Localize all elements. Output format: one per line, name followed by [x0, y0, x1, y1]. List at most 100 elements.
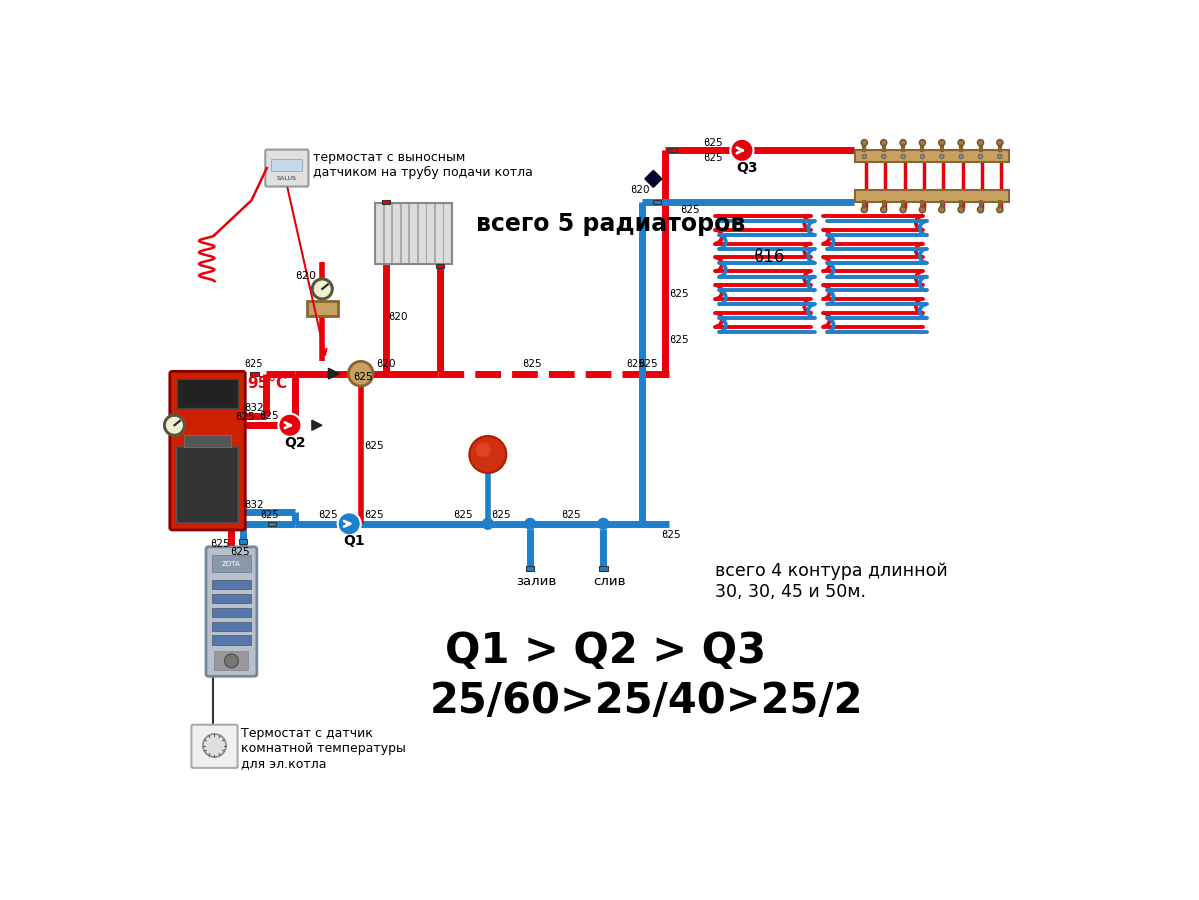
Text: ϐ32: ϐ32	[245, 500, 264, 509]
Text: ZOTA: ZOTA	[222, 561, 241, 567]
Circle shape	[312, 279, 332, 299]
Text: ϐ25: ϐ25	[353, 372, 373, 382]
Circle shape	[880, 207, 887, 212]
Circle shape	[278, 414, 301, 436]
Circle shape	[996, 140, 1002, 146]
Bar	[239, 539, 247, 544]
Text: термостат с выносным
датчиком на трубу подачи котла: термостат с выносным датчиком на трубу п…	[313, 151, 532, 179]
Bar	[215, 651, 248, 670]
Circle shape	[476, 443, 490, 457]
Text: ϐ25: ϐ25	[626, 359, 645, 370]
Text: SALUS: SALUS	[277, 176, 297, 181]
Circle shape	[977, 207, 983, 212]
Circle shape	[900, 207, 906, 212]
Circle shape	[881, 154, 886, 158]
Circle shape	[862, 154, 867, 158]
Text: залив: залив	[517, 575, 556, 589]
Bar	[855, 150, 1010, 162]
Bar	[392, 203, 400, 264]
Text: ϐ20: ϐ20	[631, 184, 650, 194]
Circle shape	[920, 154, 924, 158]
Text: ϐ25: ϐ25	[523, 359, 542, 370]
Text: ϐ25: ϐ25	[669, 289, 688, 299]
Text: ϐ20: ϐ20	[295, 271, 317, 281]
FancyBboxPatch shape	[176, 446, 239, 523]
Bar	[409, 203, 417, 264]
Circle shape	[469, 436, 506, 473]
Text: Q1 > Q2 > Q3: Q1 > Q2 > Q3	[446, 630, 766, 671]
Text: ϐ20: ϐ20	[376, 359, 396, 370]
Circle shape	[996, 207, 1002, 212]
Bar	[212, 594, 251, 603]
Text: ϐ25: ϐ25	[704, 153, 723, 163]
Text: ϐ25: ϐ25	[363, 441, 384, 451]
Circle shape	[349, 361, 373, 386]
Bar	[444, 203, 451, 264]
Circle shape	[959, 154, 964, 158]
Text: ϐ25: ϐ25	[704, 138, 723, 148]
Text: ϐ25: ϐ25	[235, 412, 255, 422]
Bar	[251, 372, 259, 376]
Bar	[400, 203, 409, 264]
FancyBboxPatch shape	[265, 149, 308, 186]
FancyBboxPatch shape	[170, 372, 246, 530]
Bar	[382, 200, 391, 204]
Text: ϐ25: ϐ25	[210, 539, 229, 549]
Bar	[668, 148, 677, 152]
Text: Q1: Q1	[343, 535, 364, 548]
Bar	[176, 379, 239, 409]
Bar	[212, 622, 251, 631]
Circle shape	[958, 140, 964, 146]
Polygon shape	[312, 420, 321, 430]
Text: всего 4 контура длинной
30, 30, 45 и 50м.: всего 4 контура длинной 30, 30, 45 и 50м…	[715, 562, 947, 601]
Bar	[269, 522, 277, 526]
Text: всего 5 радиаторов: всего 5 радиаторов	[476, 212, 746, 236]
Text: ϐ25: ϐ25	[669, 335, 688, 345]
Circle shape	[900, 140, 906, 146]
Text: Термостат с датчик
комнатной температуры
для эл.котла: Термостат с датчик комнатной температуры…	[241, 727, 406, 770]
Bar	[653, 200, 662, 204]
Polygon shape	[329, 368, 339, 379]
Bar	[435, 203, 442, 264]
Circle shape	[900, 154, 905, 158]
Text: ϐ25: ϐ25	[638, 359, 657, 370]
Text: 25/60>25/40>25/2: 25/60>25/40>25/2	[430, 680, 863, 722]
Circle shape	[977, 140, 983, 146]
Bar	[271, 158, 302, 171]
Polygon shape	[645, 170, 662, 187]
Text: Q2: Q2	[284, 436, 306, 450]
Text: ϐ25: ϐ25	[259, 411, 278, 421]
Circle shape	[880, 140, 887, 146]
Text: ϐ25: ϐ25	[680, 204, 700, 215]
Text: Q3: Q3	[736, 161, 758, 175]
Circle shape	[920, 140, 926, 146]
Bar	[212, 555, 251, 572]
Bar	[526, 566, 535, 571]
Text: 95°C: 95°C	[247, 375, 287, 391]
Circle shape	[525, 518, 536, 529]
Circle shape	[203, 734, 227, 757]
Circle shape	[482, 518, 493, 529]
Text: ϐ25: ϐ25	[453, 509, 472, 519]
Text: ϐ25: ϐ25	[490, 509, 511, 519]
Circle shape	[224, 654, 239, 668]
Bar	[436, 264, 445, 268]
Bar	[212, 635, 251, 644]
Circle shape	[958, 207, 964, 212]
Text: ϐ25: ϐ25	[364, 509, 384, 519]
Circle shape	[164, 415, 185, 436]
Text: ϐ25: ϐ25	[230, 546, 249, 556]
Text: ϐ25: ϐ25	[319, 509, 338, 519]
Circle shape	[598, 518, 609, 529]
Circle shape	[940, 154, 944, 158]
Text: ϐ25: ϐ25	[260, 509, 279, 519]
Bar	[212, 580, 251, 590]
Circle shape	[861, 207, 867, 212]
FancyBboxPatch shape	[206, 547, 257, 676]
Text: слив: слив	[594, 575, 626, 589]
Circle shape	[730, 139, 753, 162]
Circle shape	[998, 154, 1002, 158]
Circle shape	[861, 140, 867, 146]
Text: ϐ16: ϐ16	[753, 248, 785, 266]
Circle shape	[338, 512, 361, 535]
